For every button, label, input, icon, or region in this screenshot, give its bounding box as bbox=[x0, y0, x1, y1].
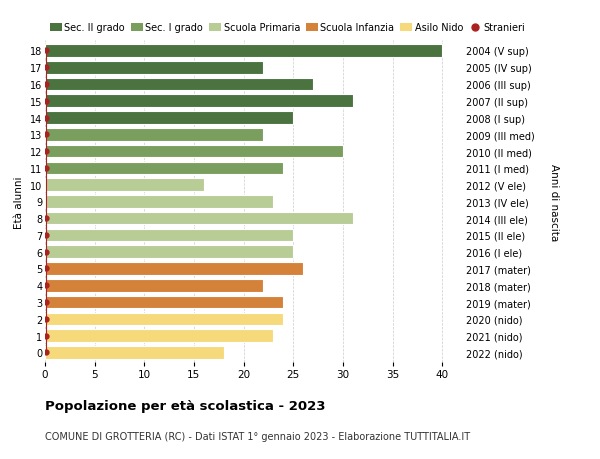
Bar bbox=[45, 62, 263, 74]
Legend: Sec. II grado, Sec. I grado, Scuola Primaria, Scuola Infanzia, Asilo Nido, Stran: Sec. II grado, Sec. I grado, Scuola Prim… bbox=[50, 23, 526, 33]
Bar bbox=[45, 213, 353, 225]
Bar bbox=[45, 346, 224, 359]
Text: COMUNE DI GROTTERIA (RC) - Dati ISTAT 1° gennaio 2023 - Elaborazione TUTTITALIA.: COMUNE DI GROTTERIA (RC) - Dati ISTAT 1°… bbox=[45, 431, 470, 442]
Y-axis label: Età alunni: Età alunni bbox=[14, 176, 24, 228]
Bar bbox=[45, 129, 263, 141]
Bar bbox=[45, 330, 274, 342]
Y-axis label: Anni di nascita: Anni di nascita bbox=[549, 163, 559, 241]
Bar bbox=[45, 162, 283, 175]
Bar bbox=[45, 196, 274, 208]
Bar bbox=[45, 45, 442, 58]
Text: Popolazione per età scolastica - 2023: Popolazione per età scolastica - 2023 bbox=[45, 399, 325, 412]
Bar bbox=[45, 146, 343, 158]
Bar bbox=[45, 280, 263, 292]
Bar bbox=[45, 229, 293, 242]
Bar bbox=[45, 296, 283, 308]
Bar bbox=[45, 179, 204, 191]
Bar bbox=[45, 313, 283, 325]
Bar bbox=[45, 78, 313, 91]
Bar bbox=[45, 263, 303, 275]
Bar bbox=[45, 246, 293, 258]
Bar bbox=[45, 112, 293, 124]
Bar bbox=[45, 95, 353, 108]
